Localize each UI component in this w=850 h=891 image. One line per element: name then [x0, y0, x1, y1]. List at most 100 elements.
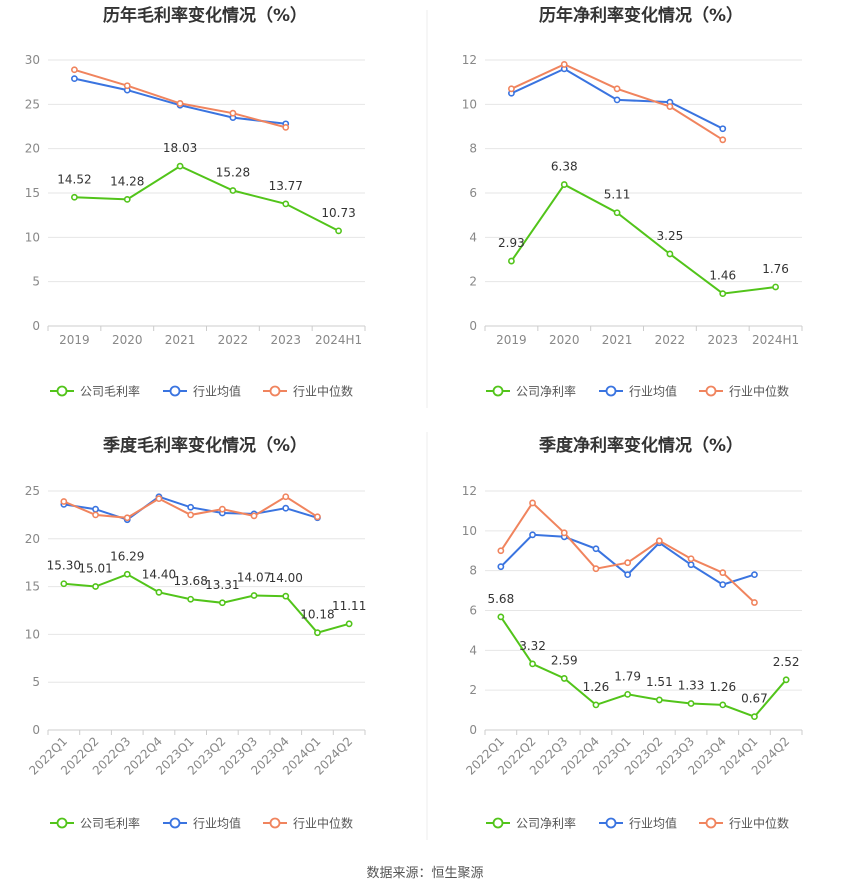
data-label: 14.40 — [142, 567, 176, 581]
data-label: 15.30 — [47, 559, 81, 573]
legend-marker — [605, 385, 617, 397]
data-point — [123, 570, 131, 578]
legend-marker — [269, 385, 281, 397]
y-tick-label: 4 — [469, 643, 477, 657]
legend-item: 行业均值 — [163, 384, 241, 399]
data-point — [123, 195, 131, 203]
legend-label: 公司毛利率 — [80, 384, 140, 399]
data-label: 5.11 — [604, 188, 631, 202]
data-point — [687, 561, 695, 569]
series-line — [500, 501, 756, 604]
data-point — [719, 569, 727, 577]
legend-label: 公司毛利率 — [80, 816, 140, 831]
x-tick-label: 2023 — [270, 333, 301, 347]
chart-panel-3: 季度毛利率变化情况（%）05101520252022Q12022Q22022Q3… — [25, 435, 367, 831]
data-point — [613, 96, 621, 104]
y-tick-label: 2 — [469, 275, 477, 289]
data-point — [229, 187, 237, 194]
y-tick-label: 4 — [469, 230, 477, 244]
y-tick-label: 0 — [469, 319, 477, 333]
data-point — [592, 701, 600, 709]
y-tick-label: 5 — [32, 275, 40, 289]
data-point — [282, 493, 290, 501]
y-tick-label: 6 — [469, 186, 477, 200]
data-point — [592, 565, 600, 573]
data-point — [751, 571, 758, 579]
data-point — [314, 629, 321, 637]
data-point — [613, 85, 621, 93]
y-tick-label: 15 — [25, 186, 40, 200]
data-point — [529, 660, 536, 668]
legend-item: 行业中位数 — [699, 816, 789, 831]
data-point — [60, 580, 68, 588]
data-point — [176, 100, 184, 107]
y-tick-label: 30 — [25, 53, 40, 67]
data-point — [508, 257, 515, 265]
data-label: 1.51 — [646, 675, 673, 689]
data-point — [497, 563, 505, 571]
legend-label: 行业均值 — [193, 384, 241, 399]
data-label: 1.76 — [762, 262, 789, 276]
chart-title: 历年净利率变化情况（%） — [539, 5, 743, 26]
legend-marker — [56, 385, 68, 397]
legend-marker — [605, 817, 617, 829]
data-point — [655, 537, 663, 545]
legend-label: 行业中位数 — [729, 384, 789, 399]
chart-title: 历年毛利率变化情况（%） — [103, 5, 307, 26]
data-label: 14.07 — [237, 570, 271, 584]
data-point — [314, 513, 321, 521]
x-tick-label: 2021 — [602, 333, 633, 347]
x-tick-label: 2022 — [655, 333, 686, 347]
data-point — [560, 675, 568, 682]
data-point — [624, 559, 632, 567]
data-point — [719, 581, 727, 589]
data-point — [335, 227, 342, 235]
data-label: 14.00 — [269, 571, 303, 585]
data-point — [71, 193, 78, 201]
y-tick-label: 20 — [25, 532, 40, 546]
y-tick-label: 12 — [462, 53, 477, 67]
data-point — [92, 505, 99, 513]
x-tick-label: 2024H1 — [752, 333, 799, 347]
y-tick-label: 20 — [25, 142, 40, 156]
data-point — [624, 571, 632, 579]
data-point — [176, 162, 184, 170]
y-tick-label: 6 — [469, 604, 477, 618]
data-label: 5.68 — [487, 592, 514, 606]
data-point — [282, 123, 290, 131]
x-tick-label: 2021 — [165, 333, 196, 347]
y-tick-label: 15 — [25, 580, 40, 594]
legend-label: 行业均值 — [629, 816, 677, 831]
data-point — [229, 109, 237, 117]
y-tick-label: 2 — [469, 683, 477, 697]
legend-item: 行业均值 — [599, 816, 677, 831]
legend-label: 行业均值 — [629, 384, 677, 399]
data-label: 6.38 — [551, 160, 578, 174]
data-point — [687, 555, 695, 563]
y-tick-label: 0 — [32, 319, 40, 333]
legend-label: 行业均值 — [193, 816, 241, 831]
data-label: 2.59 — [551, 653, 578, 667]
data-point — [187, 595, 195, 603]
data-point — [71, 75, 78, 83]
y-tick-label: 10 — [462, 524, 477, 538]
data-label: 18.03 — [163, 141, 197, 155]
data-point — [155, 495, 163, 503]
x-tick-label: 2019 — [59, 333, 90, 347]
legend-marker — [705, 817, 717, 829]
legend-marker — [269, 817, 281, 829]
data-point — [92, 583, 99, 590]
x-tick-label: 2023 — [707, 333, 738, 347]
data-label: 15.01 — [78, 562, 112, 576]
chart-panel-4: 季度净利率变化情况（%）0246810122022Q12022Q22022Q32… — [462, 435, 803, 831]
data-point — [666, 250, 674, 258]
data-point — [592, 545, 600, 553]
data-point — [250, 592, 258, 599]
data-point — [560, 529, 568, 537]
data-point — [719, 290, 727, 298]
data-label: 2.52 — [773, 655, 800, 669]
legend-label: 行业中位数 — [293, 816, 353, 831]
legend-label: 行业中位数 — [729, 816, 789, 831]
data-point — [772, 283, 779, 291]
y-tick-label: 10 — [25, 627, 40, 641]
